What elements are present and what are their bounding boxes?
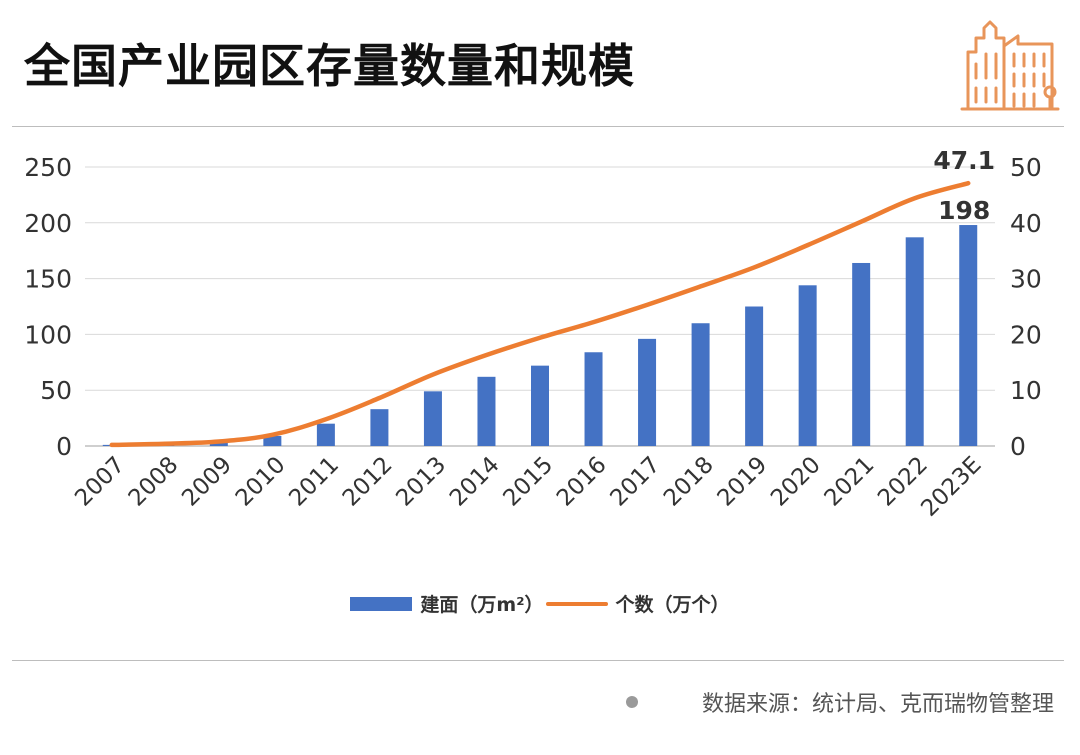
bar (316, 423, 335, 446)
legend-line-swatch (545, 601, 608, 606)
header-divider (12, 126, 1064, 127)
series-line (109, 180, 971, 448)
bar (798, 285, 817, 446)
city-buildings-icon (960, 20, 1060, 111)
x-tick-label: 2009 (177, 452, 237, 512)
y-left-tick-label: 150 (24, 265, 72, 294)
x-tick-label: 2010 (231, 452, 291, 512)
bar (638, 338, 657, 446)
y-left-tick-label: 0 (56, 432, 72, 461)
legend-label-count: 个数（万个） (615, 594, 730, 616)
x-tick-label: 2021 (820, 452, 880, 512)
y-right-tick-label: 0 (1010, 432, 1026, 461)
y-right-tick-label: 50 (1010, 153, 1042, 182)
y-right-tick-label: 10 (1010, 376, 1042, 405)
y-left-tick-label: 100 (24, 320, 72, 349)
x-tick-label: 2015 (498, 452, 558, 512)
x-tick-label: 2023E (916, 452, 986, 522)
bar (905, 237, 924, 446)
x-tick-label: 2020 (766, 452, 826, 512)
y-right-tick-label: 20 (1010, 320, 1042, 349)
bar (423, 391, 442, 446)
x-tick-label: 2018 (659, 452, 719, 512)
bar (370, 409, 389, 446)
y-left-tick-label: 200 (24, 209, 72, 238)
data-label: 198 (938, 196, 990, 225)
legend-item-count: 个数（万个） (544, 590, 730, 617)
x-tick-label: 2008 (124, 452, 184, 512)
x-tick-label: 2012 (338, 452, 398, 512)
bar (477, 376, 496, 446)
y-right-tick-label: 40 (1010, 209, 1042, 238)
x-tick-label: 2014 (445, 452, 505, 512)
chart-title: 全国产业园区存量数量和规模 (24, 39, 635, 93)
source-footer: 数据来源：统计局、克而瑞物管整理 (625, 686, 1054, 718)
x-tick-label: 2016 (552, 452, 612, 512)
bar (531, 365, 549, 446)
source-note: 数据来源：统计局、克而瑞物管整理 (701, 692, 1054, 717)
y-right-tick-label: 30 (1010, 265, 1042, 294)
legend-bar-swatch (350, 596, 413, 611)
bar (745, 306, 764, 446)
chart-legend: 建面（万m²） 个数（万个） (0, 590, 1080, 617)
bar (852, 262, 871, 446)
bar (691, 323, 710, 446)
x-tick-label: 2007 (70, 452, 130, 512)
x-tick-label: 2019 (713, 452, 773, 512)
x-tick-label: 2011 (284, 452, 344, 512)
bar-line-chart: 0501001502002500102030405019847.12007200… (24, 146, 1042, 522)
footer-divider (12, 660, 1064, 661)
bar (263, 435, 282, 446)
bullet-dot-icon (625, 696, 638, 708)
data-label: 47.1 (933, 146, 995, 175)
bar (584, 352, 603, 446)
x-tick-label: 2017 (606, 452, 666, 512)
y-left-tick-label: 50 (40, 376, 72, 405)
legend-item-area: 建面（万m²） (350, 590, 544, 617)
bar (959, 225, 978, 446)
x-tick-label: 2013 (391, 452, 451, 512)
legend-label-area: 建面（万m²） (420, 594, 544, 616)
y-left-tick-label: 250 (24, 153, 72, 182)
